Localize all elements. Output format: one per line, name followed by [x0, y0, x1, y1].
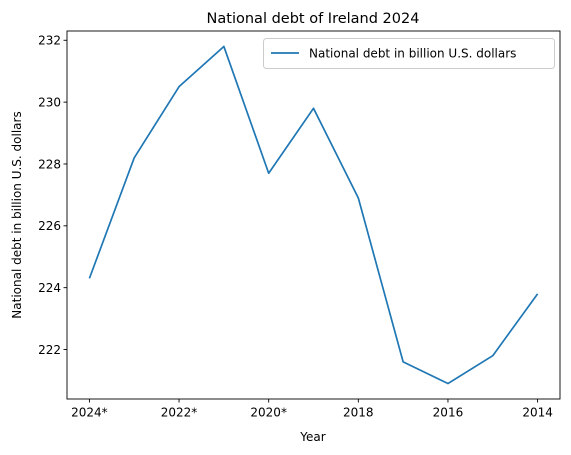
data-point [89, 278, 91, 280]
data-point [223, 46, 225, 48]
chart-title: National debt of Ireland 2024 [207, 11, 420, 27]
legend-label: National debt in billion U.S. dollars [309, 47, 516, 61]
x-tick-label: 2020* [250, 406, 287, 420]
legend: National debt in billion U.S. dollars [263, 38, 555, 69]
data-point [268, 172, 270, 174]
plot-area [66, 30, 561, 400]
y-tick-label: 226 [38, 219, 61, 233]
series-line [88, 45, 539, 385]
data-point [537, 293, 539, 295]
x-tick-label: 2018 [343, 406, 374, 420]
y-tick-label: 230 [38, 95, 61, 109]
y-axis: 222 224 226 228 230 232 [38, 34, 67, 357]
data-point [402, 361, 404, 363]
y-tick-label: 224 [38, 281, 61, 295]
data-point [133, 157, 135, 159]
data-point [447, 383, 449, 385]
y-tick-label: 232 [38, 34, 61, 48]
x-tick-label: 2024* [71, 406, 108, 420]
x-tick-label: 2016 [433, 406, 464, 420]
x-tick-label: 2022* [161, 406, 198, 420]
data-point [178, 86, 180, 88]
x-axis: 2024* 2022* 2020* 2018 2016 2014 [71, 399, 553, 420]
x-axis-label: Year [299, 430, 325, 444]
y-tick-label: 222 [38, 343, 61, 357]
x-tick-label: 2014 [522, 406, 553, 420]
legend-box [263, 38, 555, 69]
data-point [313, 108, 315, 110]
y-tick-label: 228 [38, 157, 61, 171]
data-point [492, 355, 494, 357]
data-point [358, 197, 360, 199]
y-axis-label: National debt in billion U.S. dollars [10, 111, 24, 318]
